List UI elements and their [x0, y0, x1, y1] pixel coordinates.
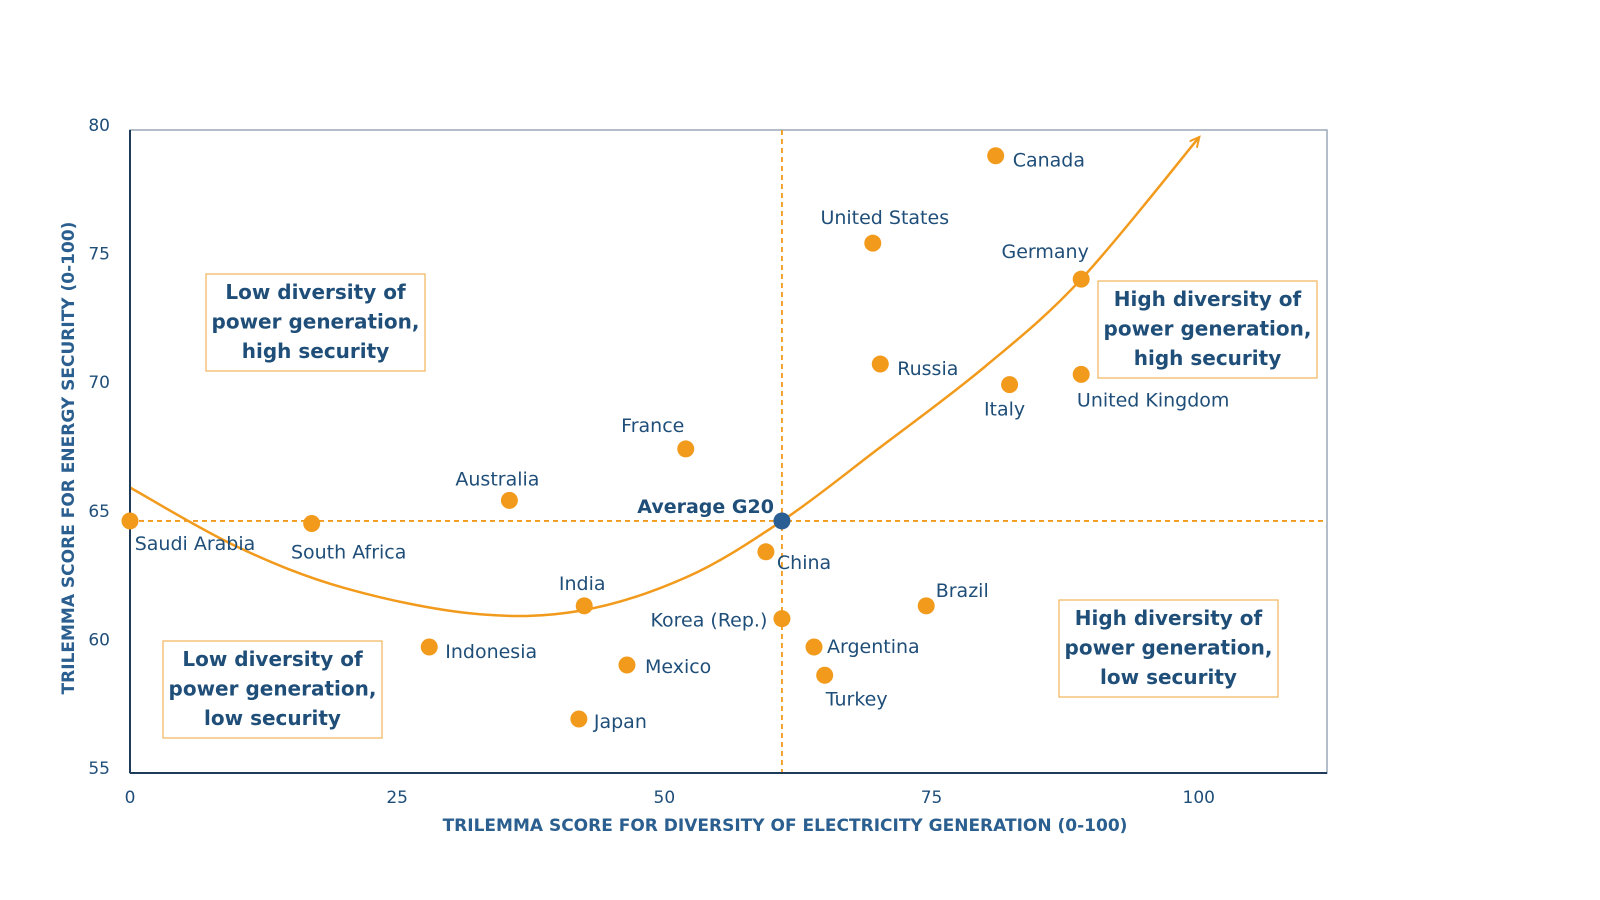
y-axis-title: TRILEMMA SCORE FOR ENERGY SECURITY (0-10…	[59, 222, 79, 695]
average-reference-lines	[130, 130, 1323, 773]
data-point	[805, 638, 823, 656]
data-point	[773, 610, 791, 628]
x-tick-label: 100	[1183, 788, 1215, 808]
point-label: Germany	[1002, 241, 1089, 263]
quadrant-label-line: high security	[1134, 346, 1282, 370]
data-point	[987, 147, 1005, 165]
quadrant-label-line: power generation,	[1104, 317, 1312, 341]
quadrant-label-line: High diversity of	[1075, 606, 1263, 630]
trend-curve-layer	[129, 138, 1199, 618]
point-label: Brazil	[936, 580, 989, 602]
point-label: Russia	[897, 358, 958, 380]
x-tick-label: 25	[386, 788, 408, 808]
quadrant-box-top-right: High diversity of power generation, high s…	[1097, 280, 1318, 379]
point-label: United Kingdom	[1077, 389, 1230, 411]
quadrant-label-line: Low diversity of	[182, 647, 363, 671]
quadrant-box-border	[162, 640, 383, 739]
y-tick-label: 60	[88, 630, 110, 650]
data-point	[1001, 376, 1019, 394]
data-point	[917, 597, 935, 615]
y-tick-label: 55	[88, 759, 110, 779]
data-point	[816, 666, 834, 684]
quadrant-label-line: Low diversity of	[225, 280, 406, 304]
point-label: India	[559, 573, 606, 595]
average-point	[773, 512, 791, 530]
data-point	[677, 440, 695, 458]
data-point	[871, 355, 889, 373]
quadrant-label-line: power generation,	[169, 677, 377, 701]
point-label: Argentina	[827, 636, 920, 658]
y-tick-label: 65	[88, 502, 110, 522]
point-label: France	[621, 415, 684, 437]
data-point	[500, 491, 518, 509]
quadrant-label-line: power generation,	[212, 310, 420, 334]
point-label: Korea (Rep.)	[651, 610, 768, 632]
quadrant-box-bottom-right: High diversity of power generation, low se…	[1058, 599, 1279, 698]
axes	[129, 130, 1327, 774]
quadrant-label-line: low security	[1100, 665, 1237, 689]
point-label: Japan	[593, 711, 647, 733]
data-point	[1072, 365, 1090, 383]
average-label: Average G20	[637, 496, 774, 518]
data-point	[864, 234, 882, 252]
point-label: Saudi Arabia	[135, 533, 256, 555]
data-point	[1072, 270, 1090, 288]
data-point	[618, 656, 636, 674]
point-label: Mexico	[645, 656, 711, 678]
data-point	[303, 515, 321, 533]
quadrant-label-line: low security	[204, 706, 341, 730]
x-axis-title: TRILEMMA SCORE FOR DIVERSITY OF ELECTRIC…	[443, 816, 1128, 836]
quadrant-label-line: High diversity of	[1114, 287, 1302, 311]
point-label: China	[777, 552, 831, 574]
quadrant-box-border	[1097, 280, 1318, 379]
quadrant-labels: Low diversity of power generation, high se…	[162, 273, 1318, 739]
data-point	[420, 638, 438, 656]
point-label: Canada	[1013, 150, 1085, 172]
point-label: South Africa	[291, 542, 406, 564]
point-label: Australia	[455, 468, 539, 490]
data-point	[757, 543, 775, 561]
y-tick-label: 70	[88, 373, 110, 393]
quadrant-label-line: power generation,	[1065, 636, 1273, 660]
data-point	[575, 597, 593, 615]
data-points	[121, 147, 1090, 728]
x-tick-label: 50	[654, 788, 676, 808]
x-tick-label: 75	[921, 788, 943, 808]
quadrant-box-top-left: Low diversity of power generation, high se…	[205, 273, 426, 372]
point-label: Italy	[984, 399, 1025, 421]
quadrant-box-border	[1058, 599, 1279, 698]
quadrant-box-border	[205, 273, 426, 372]
data-point	[121, 512, 139, 530]
y-tick-label: 75	[88, 245, 110, 265]
point-labels: Canada United States Germany Russia Italy Uni…	[135, 150, 1230, 733]
y-tick-label: 80	[88, 116, 110, 136]
point-label: United States	[820, 207, 949, 229]
tick-labels: 0 25 50 75 100 55 60 65 70 75 80	[88, 116, 1215, 808]
point-label: Turkey	[825, 688, 888, 710]
x-tick-label: 0	[125, 788, 136, 808]
data-point	[570, 710, 588, 728]
quadrant-label-line: high security	[242, 339, 390, 363]
trend-curve	[129, 138, 1199, 618]
quadrant-box-bottom-left: Low diversity of power generation, low sec…	[162, 640, 383, 739]
point-label: Indonesia	[445, 641, 537, 663]
